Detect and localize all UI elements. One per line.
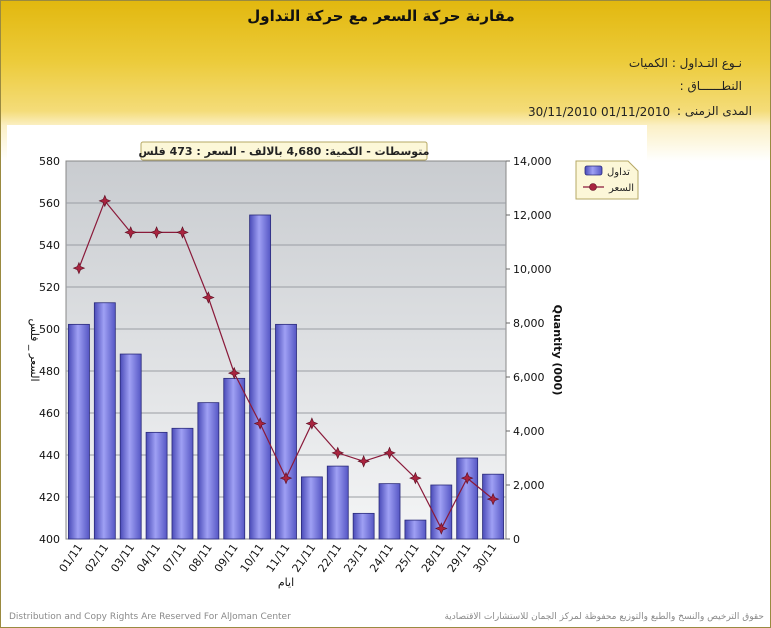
right-axis-tick-label: 6,000 [513, 371, 545, 384]
range-label: النطــــــاق : [679, 79, 742, 93]
price-point [409, 471, 422, 485]
period-from: 01/11/2010 [601, 105, 671, 119]
volume-bar [430, 484, 453, 540]
x-axis-tick-label: 10/11 [238, 541, 267, 574]
price-point [279, 471, 293, 485]
right-axis-tick-label: 2,000 [513, 479, 545, 492]
left-axis-tick-label: 560 [39, 197, 60, 210]
x-axis-tick-label: 29/11 [445, 541, 474, 574]
left-axis-tick-label: 520 [39, 281, 60, 294]
period-row: المدى الزمنى : [677, 104, 752, 118]
period-dates: 30/11/2010 01/11/2010 [528, 105, 670, 119]
left-axis-tick-label: 400 [39, 533, 60, 546]
right-axis-tick-label: 12,000 [513, 209, 552, 222]
volume-bar [249, 214, 272, 540]
volume-bar [482, 473, 504, 540]
period-label: المدى الزمنى : [677, 104, 752, 118]
left-axis-tick-label: 540 [39, 239, 60, 252]
x-axis-tick-label: 01/11 [57, 541, 86, 574]
left-axis-tick-label: 420 [39, 491, 60, 504]
range-row: النطــــــاق : [680, 79, 742, 93]
volume-bar [378, 483, 401, 540]
left-axis-tick-label: 480 [39, 365, 60, 378]
price-point [486, 492, 500, 506]
volume-bar [404, 519, 427, 540]
footer-copyright-ar: حقوق الترخيص والنسخ والطبع والتوزيع محفو… [444, 612, 764, 622]
price-point [150, 226, 163, 239]
x-axis-tick-label: 30/11 [471, 541, 500, 574]
price-point [98, 194, 112, 208]
x-axis-tick-label: 08/11 [186, 541, 215, 574]
left-axis-tick-label: 500 [39, 323, 60, 336]
page-title: مقارنة حركة السعر مع حركة التداول [247, 7, 515, 25]
price-point [435, 522, 448, 535]
price-point [357, 455, 370, 468]
price-point [253, 417, 267, 430]
trade-type-label: نـوع التـداول : [671, 56, 742, 70]
x-axis-tick-label: 07/11 [160, 541, 189, 574]
price-point [227, 366, 241, 380]
volume-bar [326, 465, 349, 540]
price-point [72, 261, 86, 275]
right-axis-title: Quantity (000) [551, 305, 564, 396]
footer-copyright-en: Distribution and Copy Rights Are Reserve… [9, 612, 291, 622]
x-axis-tick-label: 25/11 [393, 541, 422, 574]
averages-banner [140, 141, 428, 161]
x-axis-tick-label: 04/11 [134, 541, 163, 574]
price-point [383, 446, 396, 460]
x-axis-tick-label: 09/11 [212, 541, 241, 574]
legend-line-marker [589, 183, 597, 191]
right-axis-tick-label: 10,000 [513, 263, 552, 276]
volume-bar [456, 457, 479, 540]
volume-bar [145, 431, 168, 540]
price-point [460, 471, 474, 485]
price-point [202, 291, 215, 304]
averages-banner-text: متوسطات - الكمية: 4,680 بالالف - السعر :… [139, 145, 430, 158]
x-axis-tick-label: 23/11 [341, 541, 370, 574]
price-point [331, 446, 345, 460]
right-axis-tick-label: 8,000 [513, 317, 545, 330]
price-point [176, 226, 189, 239]
price-point [305, 417, 319, 430]
volume-bar [197, 402, 220, 540]
right-axis-tick-label: 0 [513, 533, 520, 546]
legend-line-label: السعر [608, 183, 634, 194]
left-axis-tick-label: 580 [39, 155, 60, 168]
legend-bar-label: تداول [607, 167, 630, 178]
volume-bar [171, 427, 194, 540]
volume-bar [93, 302, 116, 540]
right-axis-tick-label: 4,000 [513, 425, 545, 438]
x-axis-title: ايام [278, 576, 294, 589]
volume-bar [223, 377, 246, 540]
x-axis-tick-label: 28/11 [419, 541, 448, 574]
trade-type-row: نـوع التـداول : الكميات [629, 56, 742, 70]
volume-bar [352, 512, 375, 540]
x-axis-tick-label: 24/11 [367, 541, 396, 574]
volume-bar [68, 323, 90, 540]
volume-bar [275, 323, 297, 540]
x-axis-tick-label: 11/11 [264, 541, 293, 574]
trade-type-value: الكميات [628, 56, 668, 70]
legend-bar-swatch [584, 165, 603, 176]
x-axis-tick-label: 21/11 [290, 541, 319, 574]
volume-bar [300, 476, 323, 540]
volume-bar [119, 353, 142, 540]
left-axis-tick-label: 460 [39, 407, 60, 420]
x-axis-tick-label: 22/11 [315, 541, 344, 574]
period-to: 30/11/2010 [528, 105, 598, 119]
price-point [124, 226, 137, 239]
right-axis-tick-label: 14,000 [513, 155, 552, 168]
x-axis-tick-label: 02/11 [82, 541, 111, 574]
left-axis-title: السعر _ فلس [28, 318, 41, 381]
x-axis-tick-label: 03/11 [108, 541, 137, 574]
left-axis-tick-label: 440 [39, 449, 60, 462]
